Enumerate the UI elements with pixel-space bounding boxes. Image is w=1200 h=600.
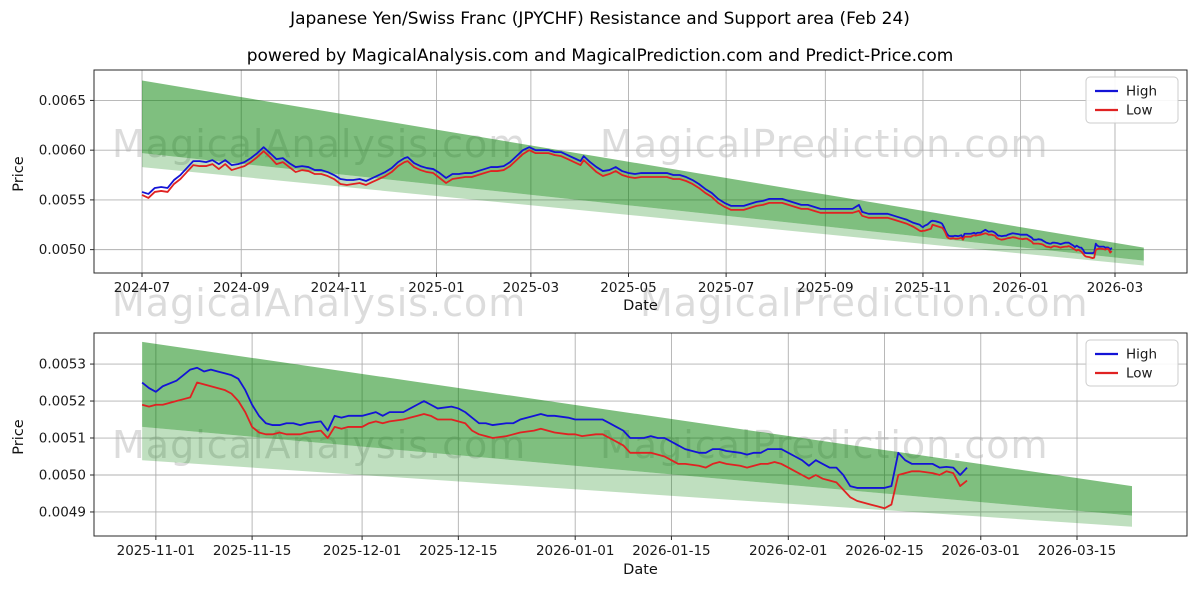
watermark-prediction: MagicalPrediction.com [640,281,1089,325]
x-tick-label: 2025-11 [895,280,951,296]
low-line [141,381,968,510]
legend-label: High [1126,347,1157,363]
legend-label: Low [1126,366,1153,382]
x-tick-label: 2025-07 [698,280,754,296]
resistance-support-area-light [142,153,1144,266]
page-title: Japanese Yen/Swiss Franc (JPYCHF) Resist… [290,9,910,29]
x-tick-label: 2026-01-01 [536,543,614,559]
watermark-analysis: MagicalAnalysis.com [112,281,527,325]
x-axis-label-top: Date [623,298,658,314]
watermark-prediction: MagicalPrediction.com [600,122,1049,166]
x-tick-label: 2026-01-15 [632,543,710,559]
legend-box [1085,339,1179,387]
x-tick-label: 2026-02-15 [845,543,923,559]
x-tick-label: 2025-09 [797,280,853,296]
x-tick-label: 2026-03 [1087,280,1143,296]
legend: High Low [1085,339,1179,387]
y-axis-label-bottom: Price [11,419,27,455]
x-tick-label: 2025-11-01 [117,543,195,559]
y-tick-label: 0.0060 [39,143,86,159]
plot-border [93,332,1188,537]
x-tick-label: 2024-07 [114,280,170,296]
x-tick-label: 2026-01 [992,280,1048,296]
resistance-support-area-main [142,341,1133,516]
x-tick-label: 2025-12-01 [323,543,401,559]
x-tick-label: 2024-11 [311,280,367,296]
resistance-support-area-light [142,426,1133,527]
chart-bottom: 2025-11-01 2025-11-15 2025-12-01 2025-12-15… [39,332,1188,559]
legend-box [1085,76,1179,124]
legend-label: High [1126,84,1157,100]
x-tick-label: 2025-11-15 [213,543,291,559]
y-tick-label: 0.0049 [39,504,86,520]
x-tick-label: 2026-02-01 [749,543,827,559]
y-tick-label: 0.0055 [39,192,86,208]
y-tick-label: 0.0065 [39,93,86,109]
y-tick-label: 0.0051 [39,431,86,447]
legend: High Low [1085,76,1179,124]
x-tick-label: 2025-03 [503,280,559,296]
x-tick-label: 2025-12-15 [419,543,497,559]
high-line [141,146,1113,255]
x-tick-label: 2025-01 [408,280,464,296]
y-tick-label: 0.0050 [39,242,86,258]
chart-top: 2024-07 2024-09 2024-11 2025-01 2025-03 2025-… [39,69,1188,296]
legend-label: Low [1126,103,1153,119]
plot-border [93,69,1188,274]
low-line [141,149,1113,259]
x-tick-label: 2025-05 [600,280,656,296]
y-tick-label: 0.0052 [39,394,86,410]
x-tick-label: 2026-03-01 [942,543,1020,559]
y-tick-label: 0.0053 [39,357,86,373]
x-axis-label-bottom: Date [623,562,658,578]
high-line [141,366,968,489]
y-tick-label: 0.0050 [39,467,86,483]
x-tick-label: 2024-09 [213,280,269,296]
y-axis-label-top: Price [11,156,27,192]
page-subtitle: powered by MagicalAnalysis.com and Magic… [246,46,954,66]
x-tick-label: 2026-03-15 [1038,543,1116,559]
